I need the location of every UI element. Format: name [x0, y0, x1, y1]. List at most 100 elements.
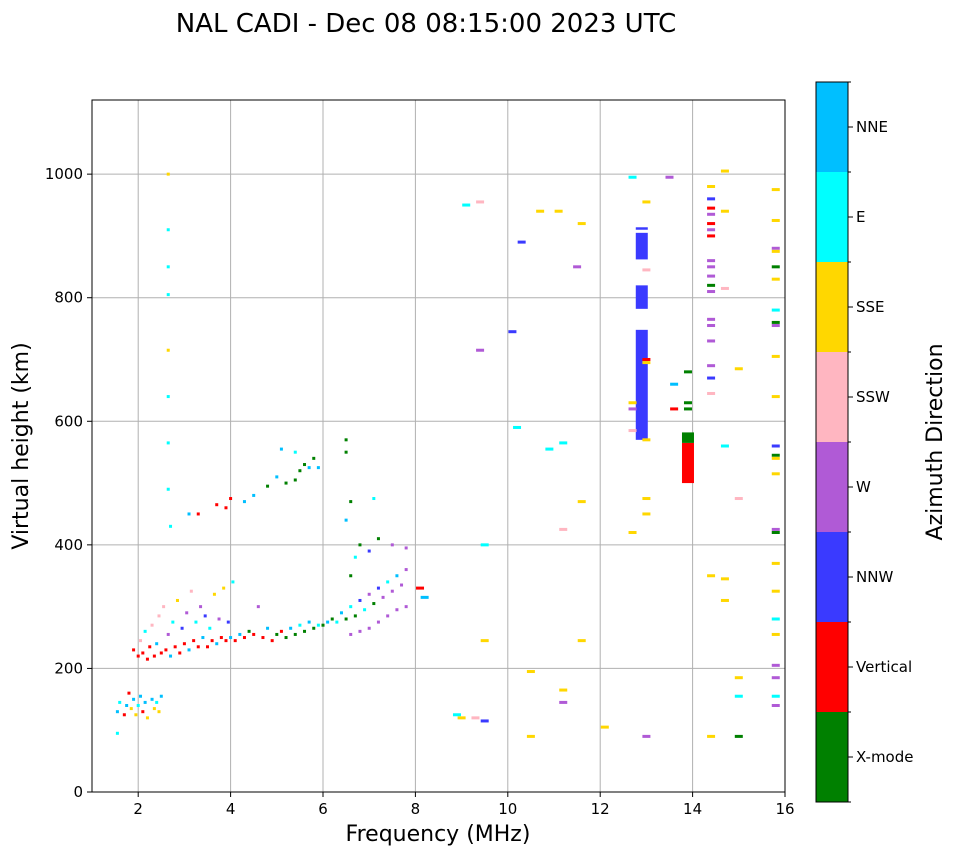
echo-point	[312, 626, 316, 630]
grid-lines	[92, 100, 786, 793]
echo-point	[199, 605, 203, 609]
plot-frame	[91, 99, 786, 793]
echo-point	[162, 605, 166, 609]
echo-point	[166, 632, 170, 636]
echo-point	[707, 259, 716, 263]
echo-point	[642, 268, 651, 272]
trace-bars	[635, 227, 694, 484]
echo-point	[275, 632, 279, 636]
echo-point	[628, 175, 637, 179]
echo-point	[155, 642, 159, 646]
echo-point	[208, 626, 212, 630]
echo-point	[395, 608, 399, 612]
y-tick-label: 200	[54, 659, 83, 677]
echo-point	[284, 636, 288, 640]
echo-point	[150, 697, 154, 701]
echo-point	[559, 441, 568, 445]
colorbar-segment	[816, 172, 848, 262]
plot-background	[92, 100, 785, 792]
echo-point	[707, 206, 716, 210]
echo-point	[476, 348, 485, 352]
echo-point	[353, 614, 357, 618]
echo-point	[707, 228, 716, 232]
echo-point	[480, 719, 489, 723]
echo-point	[256, 605, 260, 609]
echo-point	[771, 632, 780, 636]
echo-point	[771, 308, 780, 312]
echo-point	[707, 222, 716, 226]
echo-point	[178, 651, 182, 655]
x-tick-label: 4	[226, 800, 236, 818]
echo-point	[642, 512, 651, 516]
colorbar-frame	[815, 81, 849, 803]
trace-bar	[635, 232, 648, 260]
echo-point	[376, 620, 380, 624]
echo-point	[707, 574, 716, 578]
echo-point	[526, 670, 535, 674]
colorbar-tick-label: W	[856, 478, 871, 496]
echo-point	[707, 324, 716, 328]
y-tick-label: 600	[54, 412, 83, 430]
echo-point	[707, 197, 716, 201]
echo-point	[180, 626, 184, 630]
echo-point	[404, 568, 408, 572]
echo-point	[416, 586, 425, 590]
echo-point	[219, 636, 223, 640]
echo-point	[344, 617, 348, 621]
echo-point	[266, 626, 270, 630]
echo-point	[217, 617, 221, 621]
echo-point	[326, 620, 330, 624]
echo-point	[363, 608, 367, 612]
echo-point	[157, 614, 161, 618]
echo-point	[642, 358, 651, 361]
echo-point	[771, 676, 780, 680]
echo-point	[145, 716, 149, 720]
echo-point	[526, 734, 535, 738]
echo-point	[206, 645, 209, 649]
echo-point	[577, 222, 586, 226]
echo-point	[707, 212, 716, 216]
echo-point	[707, 234, 716, 238]
echo-point	[166, 293, 170, 297]
echo-point	[166, 228, 170, 232]
echo-point	[771, 472, 780, 476]
echo-point	[229, 636, 233, 640]
echo-point	[628, 531, 637, 534]
echo-point	[169, 654, 173, 658]
echo-point	[400, 583, 404, 587]
echo-point	[771, 320, 780, 324]
echo-point	[734, 734, 743, 738]
echo-point	[707, 734, 716, 738]
echo-point	[261, 636, 265, 640]
echo-point	[303, 463, 307, 467]
echo-point	[707, 391, 716, 395]
x-tick-label: 12	[591, 800, 610, 818]
echo-point	[242, 500, 246, 504]
echo-point	[127, 691, 131, 695]
echo-point	[771, 354, 780, 358]
echo-point	[457, 716, 466, 720]
echo-point	[734, 676, 743, 680]
echo-point	[476, 200, 485, 204]
echo-point	[707, 185, 716, 188]
echo-point	[187, 512, 191, 516]
echo-point	[303, 629, 307, 633]
echo-point	[628, 407, 637, 411]
colorbar-segment	[816, 712, 848, 802]
echo-point	[577, 500, 586, 504]
echo-point	[132, 697, 136, 701]
echo-points	[115, 169, 780, 738]
echo-point	[771, 561, 780, 565]
echo-point	[462, 203, 471, 207]
echo-point	[335, 620, 339, 624]
chart-title: NAL CADI - Dec 08 08:15:00 2023 UTC	[176, 9, 676, 39]
echo-point	[358, 598, 362, 602]
echo-point	[316, 466, 320, 470]
echo-point	[166, 348, 170, 352]
colorbar-segment	[816, 442, 848, 532]
echo-point	[203, 614, 207, 618]
colorbar-segment	[816, 532, 848, 622]
echo-point	[330, 617, 334, 621]
colorbar-tick-label: SSW	[856, 388, 890, 406]
